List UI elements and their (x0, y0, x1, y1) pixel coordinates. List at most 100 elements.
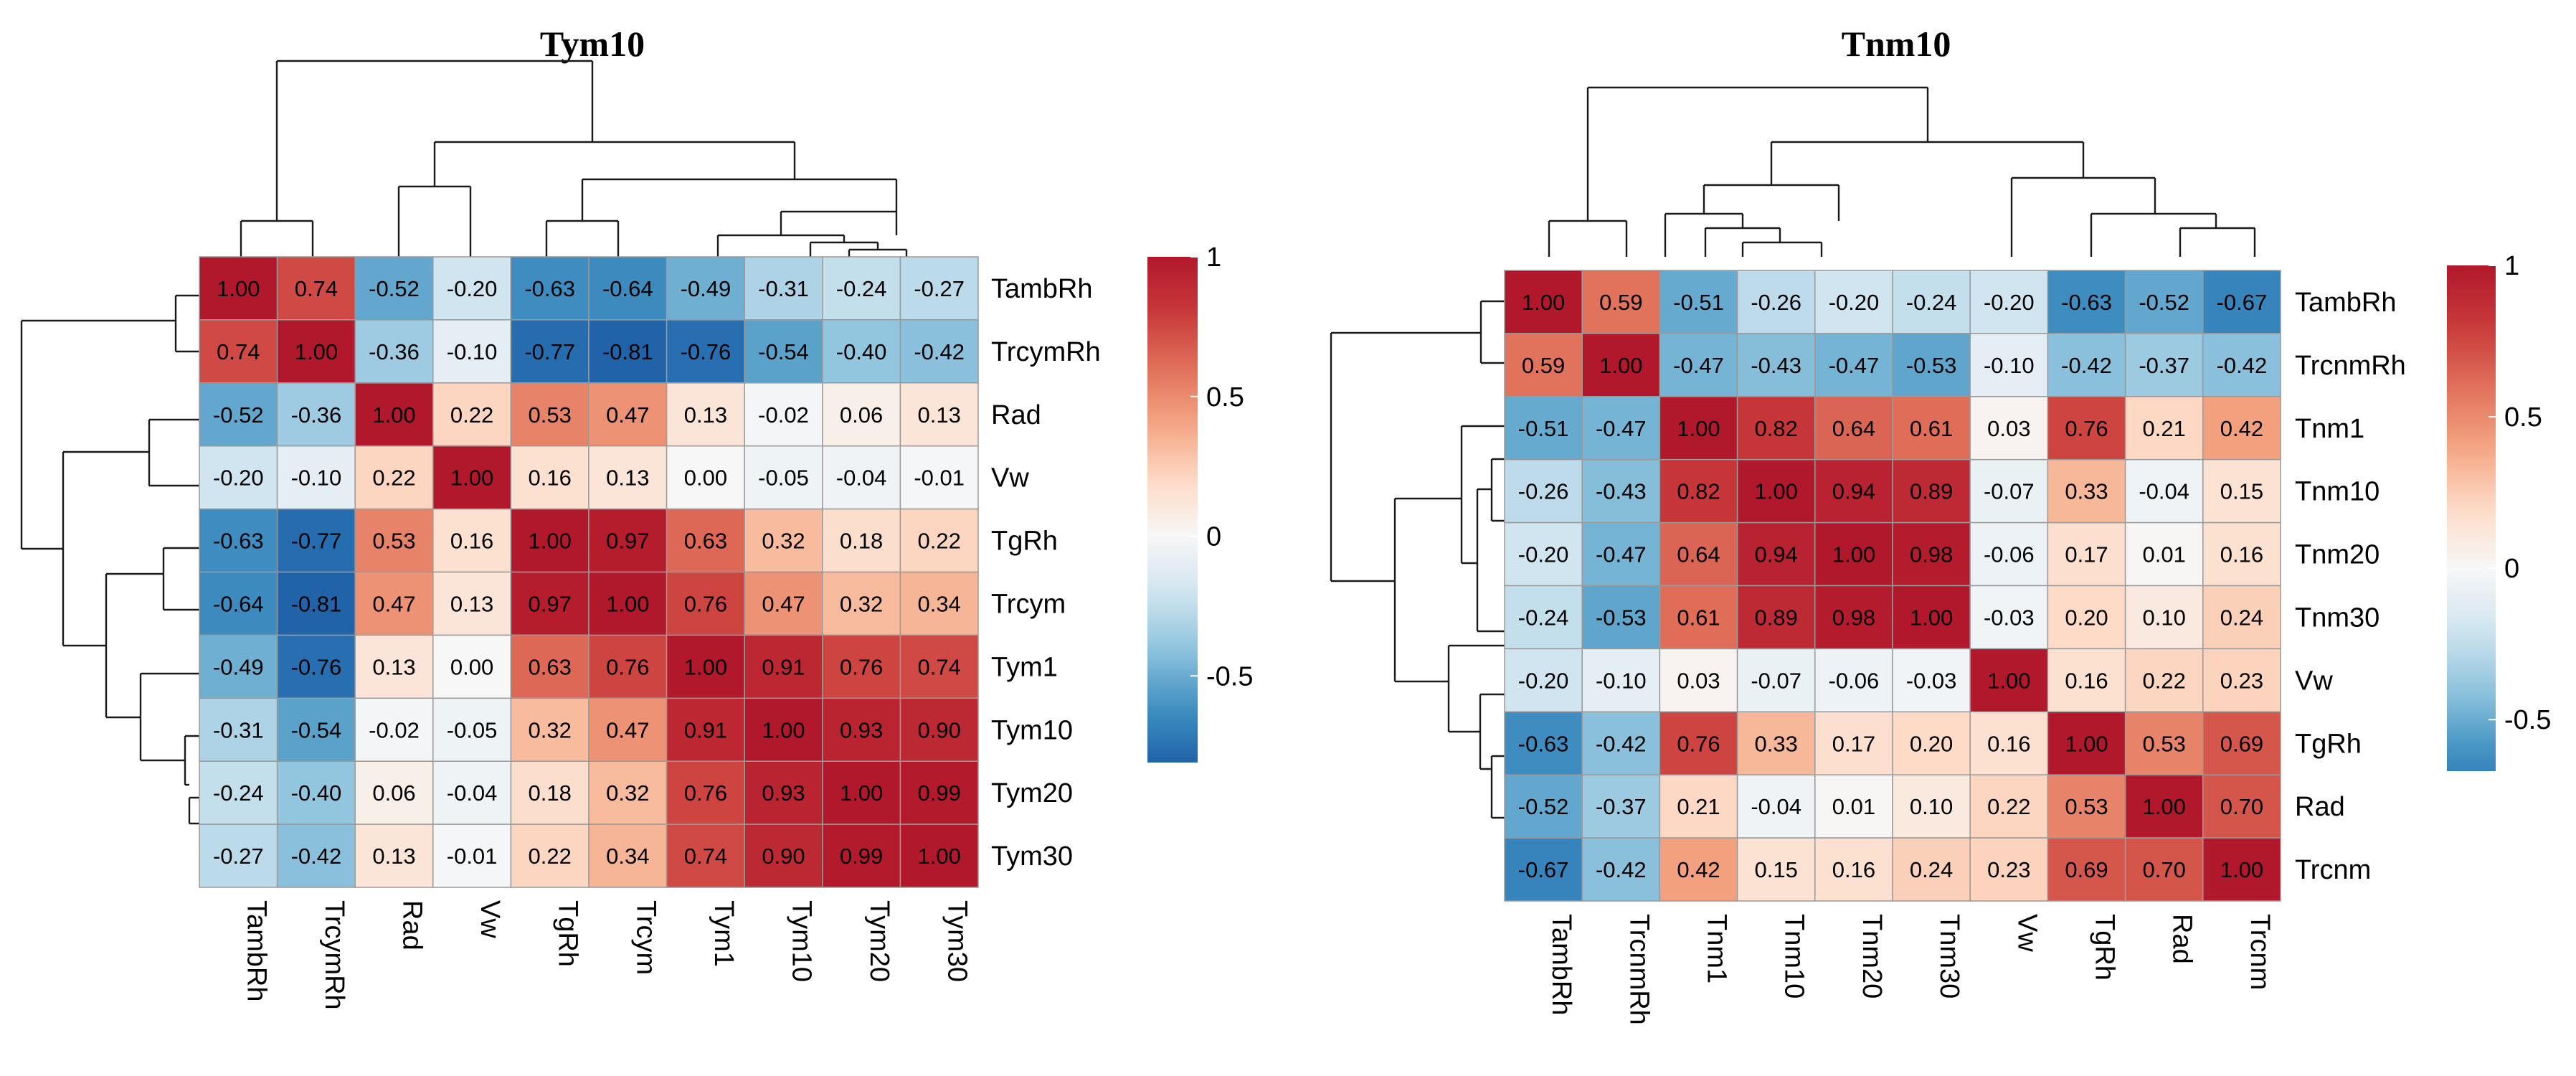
heatmap-cell (2202, 648, 2281, 713)
cell-value-label: 0.98 (1832, 605, 1875, 630)
cell-value-label: 0.74 (684, 844, 727, 869)
cell-value-label: -0.63 (1518, 731, 1569, 756)
column-label: Tym1 (709, 900, 739, 967)
cell-value-label: 0.06 (372, 780, 415, 806)
heatmap-cell (1969, 585, 2049, 650)
cell-value-label: -0.24 (213, 780, 264, 806)
heatmap-cell (822, 508, 901, 573)
heatmap-cell (666, 697, 745, 762)
cell-value-label: -0.52 (369, 276, 420, 301)
cell-value-label: -0.04 (836, 466, 887, 491)
cell-value-label: 0.20 (1910, 731, 1953, 756)
cell-value-label: -0.42 (1596, 731, 1647, 756)
cell-value-label: 0.10 (2143, 605, 2186, 630)
heatmap-cell (354, 697, 434, 762)
cell-value-label: 0.16 (1832, 857, 1875, 882)
cell-value-label: 1.00 (1599, 353, 1642, 378)
heatmap-cell (276, 823, 356, 888)
heatmap-cell (276, 760, 356, 825)
cell-value-label: -0.81 (291, 591, 342, 616)
row-dendrogram (1330, 300, 1505, 819)
heatmap-cell (2124, 711, 2204, 775)
column-label: Tnm10 (1779, 914, 1809, 999)
cell-value-label: 0.22 (372, 466, 415, 491)
heatmap-cell (199, 256, 278, 321)
heatmap-cell (354, 382, 434, 447)
cell-value-label: 0.16 (450, 529, 493, 554)
cell-value-label: -0.76 (681, 339, 731, 364)
heatmap-cell (276, 319, 356, 384)
heatmap-cell (199, 382, 278, 447)
row-dendrogram (20, 294, 199, 825)
heatmap-cell (432, 697, 512, 762)
heatmap-cell (1659, 648, 1738, 713)
cell-value-label: 0.22 (918, 529, 961, 554)
cell-value-label: 0.94 (1832, 479, 1875, 504)
cell-value-label: 0.33 (2065, 479, 2108, 504)
heatmap-cell (2047, 837, 2126, 902)
heatmap-cell (354, 508, 434, 573)
cell-value-label: -0.77 (524, 339, 575, 364)
heatmap-cell (432, 571, 512, 636)
colorbar-tick-label: -0.5 (1206, 661, 1253, 692)
column-label: Trcnm (2245, 914, 2275, 990)
cell-value-label: -0.04 (1751, 794, 1801, 819)
row-label: Rad (991, 400, 1041, 430)
cell-value-label: -0.43 (1751, 353, 1801, 378)
cell-value-label: 0.53 (529, 402, 572, 428)
column-label: TambRh (1546, 914, 1576, 1016)
cell-value-label: 0.47 (372, 591, 415, 616)
cell-value-label: -0.54 (758, 339, 809, 364)
cell-value-label: -0.06 (1829, 668, 1880, 693)
cell-value-label: 0.22 (2143, 668, 2186, 693)
cell-value-label: 0.16 (2220, 542, 2263, 567)
cell-value-label: -0.07 (1751, 668, 1801, 693)
cell-value-label: 0.74 (918, 654, 961, 679)
cell-value-label: -0.43 (1596, 479, 1647, 504)
heatmap-cell (588, 445, 668, 510)
cell-value-label: 0.47 (606, 402, 649, 428)
cell-value-label: 0.89 (1910, 479, 1953, 504)
heatmap-cell (1892, 837, 1971, 902)
cell-value-label: -0.01 (914, 466, 965, 491)
heatmap-cell (2202, 333, 2281, 397)
cell-value-label: -0.20 (1984, 290, 2035, 315)
column-label: TrcnmRh (1624, 914, 1654, 1025)
column-dendrogram (1548, 86, 2256, 257)
heatmap-cell (822, 760, 901, 825)
cell-value-label: -0.04 (447, 780, 498, 806)
heatmap-cell (822, 571, 901, 636)
cell-value-label: 0.16 (1987, 731, 2030, 756)
cell-value-label: 0.13 (372, 844, 415, 869)
cell-value-label: 0.13 (606, 466, 649, 491)
cell-value-label: 0.63 (684, 529, 727, 554)
heatmap-cell (1659, 396, 1738, 461)
heatmap-cell (276, 382, 356, 447)
cell-value-label: 0.90 (918, 717, 961, 742)
heatmap-cell (822, 823, 901, 888)
column-label: Tym20 (864, 900, 894, 982)
heatmap-panel-tnm10: Tnm10 1.00 0.59 -0.51 -0.26 -0.20 -0.24 -0.20-… (1330, 24, 2551, 1025)
heatmap-cell (1969, 396, 2049, 461)
cell-value-label: -0.31 (213, 717, 264, 742)
cell-value-label: -0.27 (213, 844, 264, 869)
colorbar-tick-label: 0.5 (1206, 382, 1244, 412)
heatmap-cell (1969, 774, 2049, 839)
cell-value-label: -0.64 (213, 591, 264, 616)
colorbar: 1 0.5 0 -0.5 (1147, 242, 1253, 763)
cell-value-label: 0.99 (840, 844, 883, 869)
heatmap-cell (1814, 711, 1893, 775)
cell-value-label: 1.00 (1832, 542, 1875, 567)
cell-value-label: 0.21 (2143, 416, 2186, 441)
cell-value-label: -0.20 (447, 276, 498, 301)
cell-value-label: 1.00 (372, 402, 415, 428)
heatmap-cell (2202, 711, 2281, 775)
cell-value-label: 0.76 (2065, 416, 2108, 441)
heatmap-cell (510, 697, 589, 762)
column-label: TgRh (2090, 914, 2120, 981)
heatmap-cell (432, 319, 512, 384)
heatmap-cell (1504, 648, 1583, 713)
heatmap-cell (1892, 711, 1971, 775)
cell-value-label: 0.64 (1677, 542, 1720, 567)
heatmap-cell (1969, 648, 2049, 713)
